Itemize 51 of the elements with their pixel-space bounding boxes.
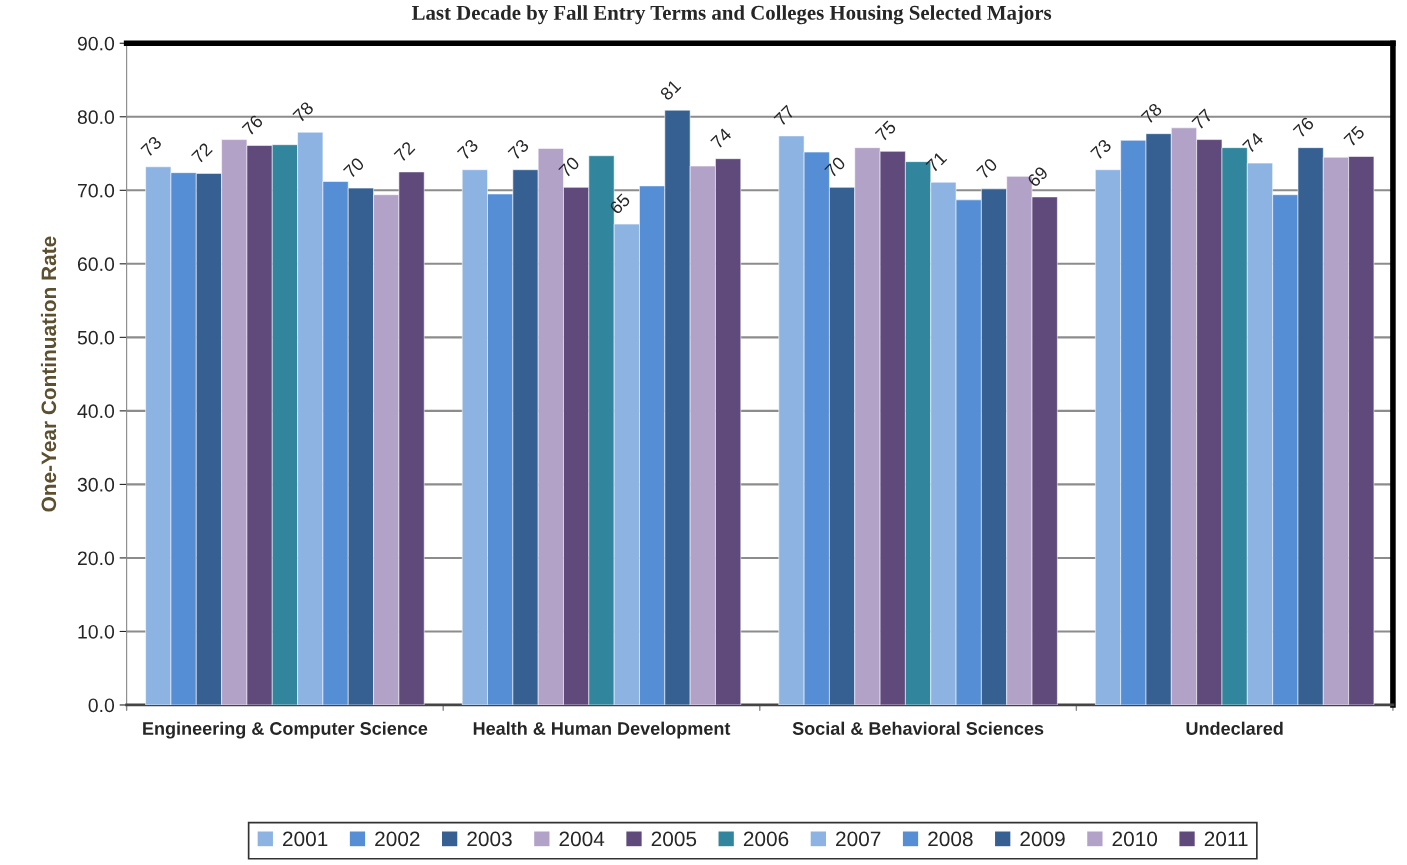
x-tick-label: Engineering & Computer Science [143, 721, 428, 739]
legend-label: 2001 [283, 831, 328, 847]
legend-label: 2006 [743, 831, 789, 847]
legend-label: 2003 [467, 831, 512, 847]
x-tick-label: Health & Human Development [473, 721, 731, 739]
y-tick-label: 90.0 [77, 36, 115, 51]
data-label: 70 [558, 155, 581, 179]
y-tick-label: 10.0 [78, 624, 115, 639]
y-axis-title: One-Year Continuation Rate [40, 236, 57, 512]
y-tick-label: 40.0 [77, 404, 115, 419]
data-label: 73 [456, 138, 479, 161]
y-tick-label: 0.0 [88, 698, 115, 713]
data-label: 72 [393, 140, 416, 163]
data-label: 73 [1090, 138, 1113, 161]
data-label: 75 [1343, 125, 1366, 148]
data-label: 76 [1292, 116, 1315, 139]
data-label: 71 [925, 151, 948, 173]
data-label: 65 [608, 192, 631, 215]
data-label: 70 [342, 156, 365, 179]
data-label: 78 [292, 100, 315, 123]
data-label: 70 [824, 155, 847, 179]
data-label: 73 [140, 135, 163, 158]
data-label: 72 [190, 142, 213, 164]
legend-label: 2010 [1112, 831, 1158, 847]
data-label: 77 [773, 104, 796, 127]
legend-label: 2007 [836, 831, 881, 847]
y-tick-label: 60.0 [77, 257, 115, 272]
data-label: 77 [1191, 108, 1214, 131]
legend-label: 2008 [928, 831, 973, 847]
y-tick-label: 80.0 [77, 110, 115, 125]
chart-title: Last Decade by Fall Entry Terms and Colleges Housing Selected Majors [411, 5, 1052, 25]
legend-label: 2004 [559, 831, 605, 847]
data-label: 78 [1140, 102, 1163, 125]
x-tick-label: Social & Behavioral Sciences [792, 721, 1044, 735]
y-tick-label: 30.0 [77, 477, 115, 492]
x-tick-label: Undeclared [1186, 721, 1283, 735]
data-label: 74 [1242, 131, 1265, 154]
legend-label: 2005 [651, 831, 697, 847]
data-label: 73 [507, 138, 530, 161]
data-label: 75 [874, 120, 897, 143]
data-label: 74 [710, 127, 733, 150]
y-tick-label: 70.0 [77, 183, 115, 198]
legend-label: 2011 [1204, 831, 1248, 847]
data-label: 81 [659, 78, 682, 101]
legend-label: 2009 [1020, 831, 1065, 847]
data-label: 76 [241, 114, 264, 137]
y-tick-label: 20.0 [77, 551, 115, 566]
y-tick-label: 50.0 [77, 330, 115, 345]
data-label: 69 [1026, 165, 1049, 188]
legend-label: 2002 [375, 831, 420, 847]
data-label: 70 [976, 157, 999, 180]
